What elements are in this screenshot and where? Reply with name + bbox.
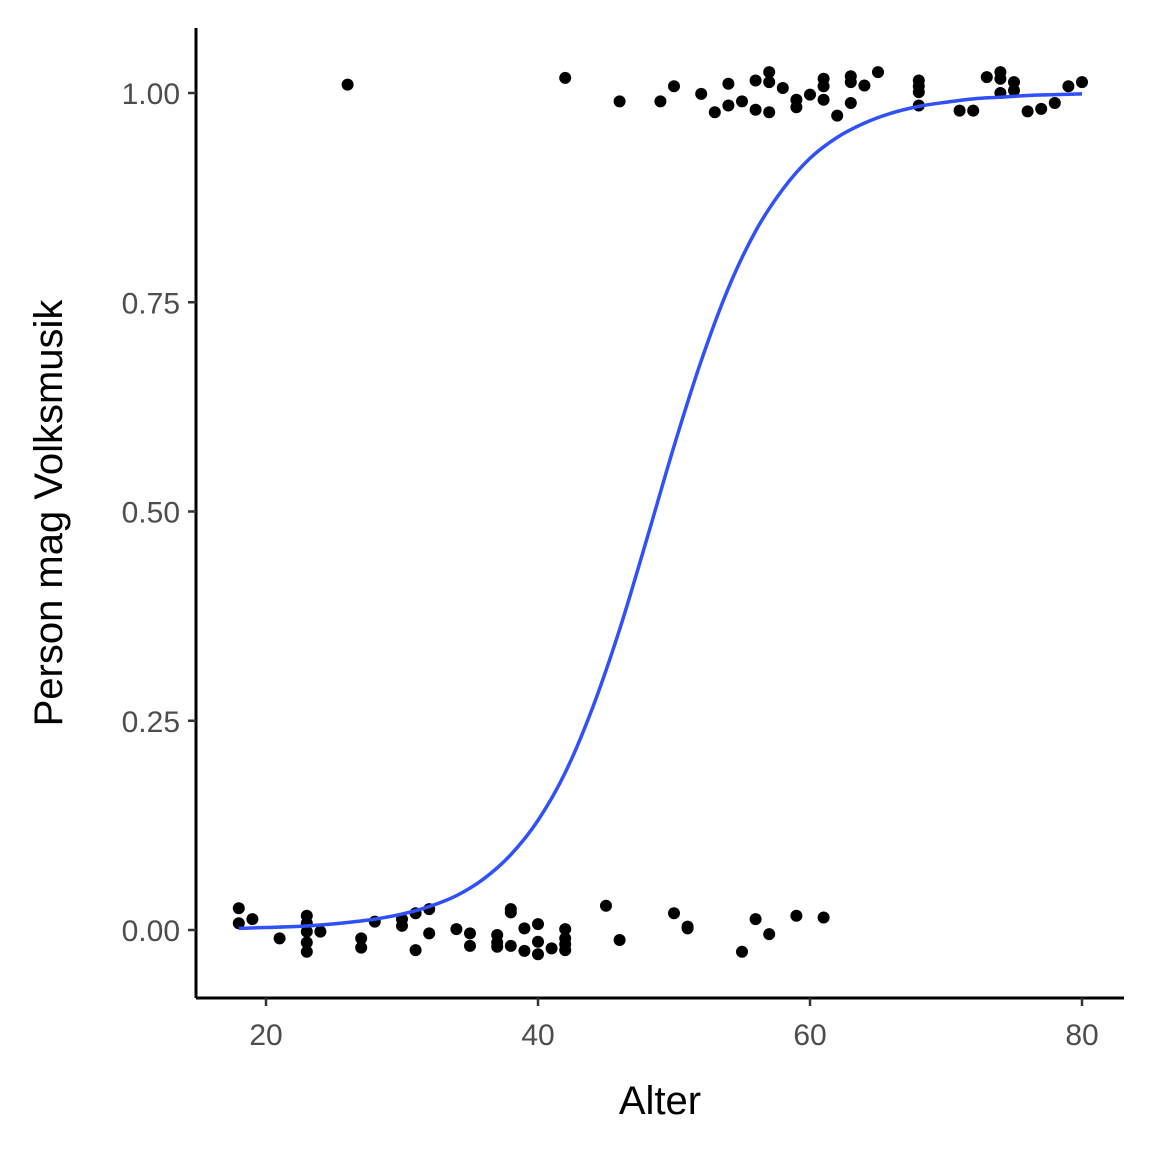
data-point xyxy=(790,909,803,922)
data-point xyxy=(668,80,680,93)
data-point xyxy=(504,906,517,919)
data-point xyxy=(1076,76,1088,89)
data-point xyxy=(749,913,762,926)
data-point xyxy=(464,939,476,952)
data-point xyxy=(300,945,313,958)
data-point xyxy=(763,66,776,79)
data-point xyxy=(409,944,422,957)
data-point xyxy=(232,902,245,915)
data-point xyxy=(613,934,626,947)
data-points xyxy=(232,66,1088,961)
data-point xyxy=(980,71,993,84)
data-point xyxy=(736,95,748,108)
data-point xyxy=(708,106,721,119)
data-point xyxy=(613,95,626,108)
data-point xyxy=(300,925,313,938)
x-tick-label: 80 xyxy=(1065,1019,1098,1052)
data-point xyxy=(722,99,735,112)
y-tick-label: 0.50 xyxy=(122,497,180,530)
data-point xyxy=(681,922,694,935)
data-point xyxy=(396,919,408,932)
data-point xyxy=(532,935,544,948)
data-point xyxy=(817,80,830,93)
data-point xyxy=(749,74,762,87)
data-point xyxy=(232,917,245,930)
data-point xyxy=(355,932,368,945)
x-tick-label: 40 xyxy=(521,1019,554,1052)
data-point xyxy=(736,945,748,958)
data-point xyxy=(532,918,544,931)
y-tick-label: 0.75 xyxy=(122,287,180,320)
data-point xyxy=(504,939,517,952)
data-point xyxy=(654,95,667,108)
data-point xyxy=(1062,80,1075,93)
data-point xyxy=(300,936,313,949)
data-point xyxy=(518,922,531,935)
x-tick-label: 20 xyxy=(249,1019,282,1052)
data-point xyxy=(790,101,803,114)
data-point xyxy=(1035,102,1048,115)
data-point xyxy=(273,932,286,945)
data-point xyxy=(532,948,544,961)
data-point xyxy=(559,71,572,84)
data-point xyxy=(817,93,830,106)
data-point xyxy=(872,66,884,79)
data-point xyxy=(246,913,259,926)
data-point xyxy=(763,76,776,89)
data-point xyxy=(967,104,980,117)
data-point xyxy=(722,77,735,90)
y-tick-label: 1.00 xyxy=(122,78,180,111)
data-point xyxy=(355,941,368,954)
data-point xyxy=(695,87,708,100)
data-point xyxy=(464,927,476,940)
data-point xyxy=(423,927,436,940)
data-point xyxy=(491,940,504,953)
data-point xyxy=(1008,76,1020,89)
data-point xyxy=(953,104,966,117)
data-point xyxy=(776,81,789,94)
data-point xyxy=(545,942,558,955)
x-tick-label: 60 xyxy=(793,1019,826,1052)
data-point xyxy=(858,79,871,92)
data-point xyxy=(518,944,531,957)
data-point xyxy=(450,923,463,936)
data-point xyxy=(668,907,680,920)
y-tick-label: 0.00 xyxy=(122,915,180,948)
y-axis-ticks: 0.00 0.25 0.50 0.75 1.00 xyxy=(122,78,196,948)
data-point xyxy=(763,106,776,119)
data-point xyxy=(831,109,844,122)
data-point xyxy=(804,88,816,101)
data-point xyxy=(817,911,830,924)
logistic-fit-curve xyxy=(238,92,1083,931)
y-axis-title: Person mag Volksmusik xyxy=(27,299,71,727)
data-point xyxy=(749,103,762,116)
data-point xyxy=(1048,97,1061,110)
data-point xyxy=(912,86,925,99)
data-point xyxy=(559,944,572,957)
data-point xyxy=(763,928,776,941)
data-point xyxy=(844,97,857,110)
data-point xyxy=(314,925,327,938)
data-point xyxy=(1008,84,1020,97)
data-point xyxy=(341,78,354,91)
data-point xyxy=(1021,105,1034,118)
x-axis-title: Alter xyxy=(619,1079,701,1123)
x-axis-ticks: 20 40 60 80 xyxy=(249,998,1099,1052)
data-point xyxy=(559,923,572,936)
data-point xyxy=(994,72,1007,85)
data-point xyxy=(844,76,857,89)
y-tick-label: 0.25 xyxy=(122,706,180,739)
data-point xyxy=(600,899,612,912)
